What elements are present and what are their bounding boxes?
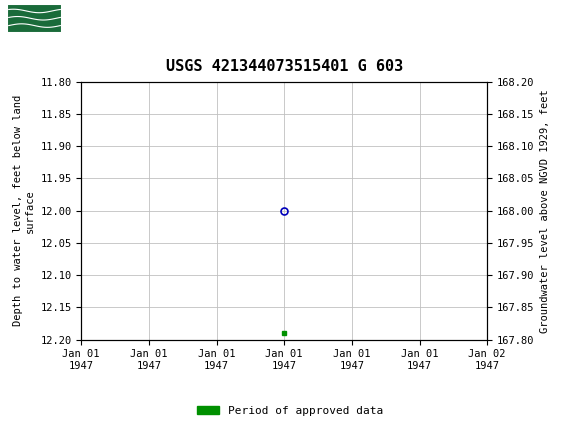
Y-axis label: Groundwater level above NGVD 1929, feet: Groundwater level above NGVD 1929, feet	[540, 89, 550, 332]
Y-axis label: Depth to water level, feet below land
surface: Depth to water level, feet below land su…	[13, 95, 35, 326]
Legend: Period of approved data: Period of approved data	[193, 401, 387, 420]
FancyBboxPatch shape	[7, 3, 62, 33]
Title: USGS 421344073515401 G 603: USGS 421344073515401 G 603	[165, 58, 403, 74]
Text: USGS: USGS	[71, 11, 118, 26]
